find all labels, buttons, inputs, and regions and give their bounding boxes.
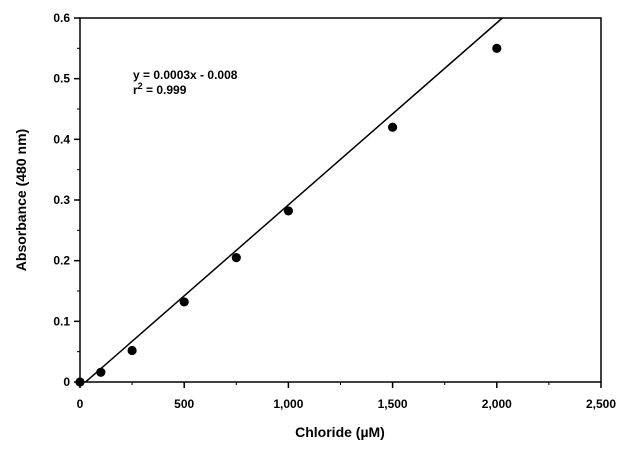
x-tick-label: 0	[77, 397, 84, 411]
y-tick-label: 0.1	[53, 314, 70, 328]
y-tick-label: 0.6	[53, 11, 70, 25]
r-value: = 0.999	[143, 83, 187, 97]
data-point	[492, 43, 502, 53]
x-tick-label: 2,000	[482, 397, 512, 411]
plot-area-frame	[79, 17, 602, 383]
data-point	[231, 253, 241, 263]
y-tick-label: 0.2	[53, 254, 70, 268]
data-point	[127, 345, 137, 356]
y-axis-title: Absorbance (480 nm)	[13, 129, 29, 271]
y-axis-ticks: 0 0.1 0.2 0.3 0.4 0.5 0.6	[53, 11, 80, 389]
r-symbol: r	[133, 83, 138, 97]
y-tick-label: 0.5	[53, 72, 70, 86]
r-superscript: 2	[138, 81, 143, 91]
x-tick-label: 2,500	[586, 397, 616, 411]
x-axis-title: Chloride (µM)	[295, 424, 385, 440]
x-axis-ticks: 0 500 1,000 1,500 2,000 2,500	[77, 382, 616, 411]
x-tick-label: 500	[174, 397, 194, 411]
r-squared-label: r2 = 0.999	[133, 81, 187, 97]
data-point	[179, 297, 189, 307]
data-point	[96, 367, 106, 377]
data-points	[75, 43, 502, 387]
x-tick-label: 1,500	[378, 397, 408, 411]
y-tick-label: 0.3	[53, 193, 70, 207]
y-tick-label: 0	[63, 375, 70, 389]
x-tick-label: 1,000	[273, 397, 303, 411]
regression-line	[85, 17, 503, 383]
data-point	[283, 206, 293, 216]
data-point	[388, 122, 398, 132]
fit-equation: y = 0.0003x - 0.008	[133, 68, 238, 82]
y-tick-label: 0.4	[53, 132, 70, 146]
